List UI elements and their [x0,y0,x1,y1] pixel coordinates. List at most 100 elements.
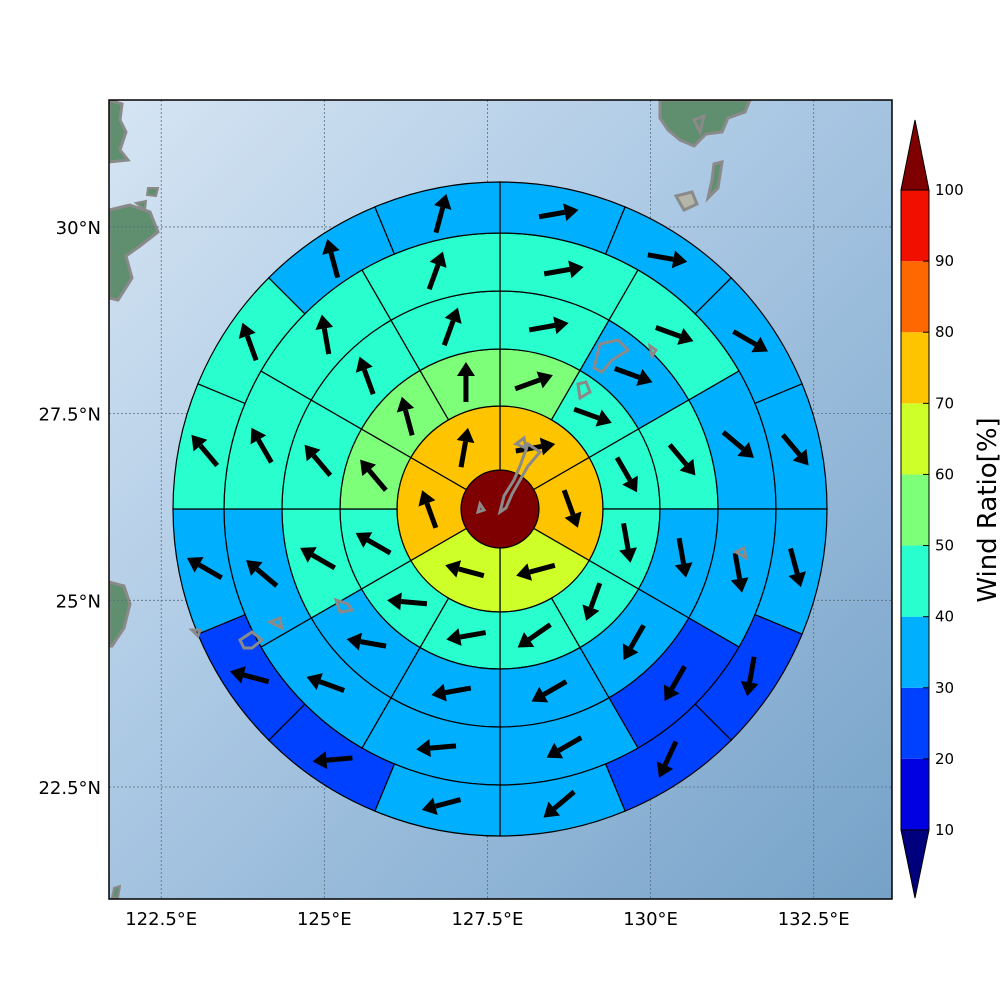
colorbar-tick-label: 50 [935,537,954,555]
colorbar-segment [901,687,929,759]
colorbar-title: Wind Ratio[%] [973,417,1000,602]
wind-arrow [191,434,220,468]
wind-arrow [614,456,638,493]
colorbar-tick-label: 80 [935,323,954,341]
tokunoshima-coastline [576,380,592,401]
wind-arrow [300,547,337,571]
wind-arrow [306,673,345,693]
iriomote-coastline [266,615,285,631]
china-coast-islands [109,203,160,302]
lon-tick-label: 132.5°E [778,909,850,930]
wind-arrow [619,522,637,563]
okinawa-islet-b [475,500,487,515]
wind-arrow [538,203,579,222]
yaeyama-coastline [238,630,265,650]
wind-arrow [446,628,487,646]
wind-arrow [732,329,769,353]
colorbar-tick-label: 30 [935,679,954,697]
wind-arrow [322,238,341,279]
lon-tick-label: 122.5°E [125,909,197,930]
okinawa-coastline [497,441,543,516]
wind-arrow [433,193,452,234]
wind-arrow [246,560,279,588]
wind-arrow [622,624,646,660]
wind-arrow [740,656,759,697]
wind-arrow [421,797,462,815]
colorbar-tick-label: 10 [935,821,954,839]
colorbar-segment [901,758,929,830]
wind-arrow [387,592,428,611]
colorbar-segment [901,616,929,688]
colorbar-segment [901,545,929,617]
wind-arrow [663,665,687,701]
colorbar-tick-label: 40 [935,608,954,626]
wind-arrow [656,740,679,778]
coastline-overlay [188,338,749,650]
yonaguni-coastline [188,628,203,639]
tanegashima-island [691,113,707,137]
china-coast-north [109,100,131,164]
colorbar-segment [901,261,929,333]
wind-arrow [431,683,472,702]
wind-arrow [667,443,696,476]
land-layer [109,100,752,899]
wind-arrow [396,396,415,436]
small-island-a [145,187,160,198]
colorbar-over-extension [900,119,930,191]
amami-coastline [592,338,631,374]
wind-arrow [312,751,353,770]
colorbar-tick-label: 60 [935,465,954,483]
wind-arrow [543,789,576,818]
colorbar-tick-label: 70 [935,394,954,412]
small-island-b [133,199,148,212]
kikai-coastline [647,342,659,360]
wind-arrow [315,314,334,355]
miyako-coastline [333,597,355,614]
yakushima-island [673,190,699,212]
colorbar-segment [901,403,929,475]
wind-arrow [229,666,270,685]
wind-arrow [456,361,475,402]
wind-ratio-polar-grid [172,181,828,837]
wind-arrow [514,371,553,392]
taiwan-landmass [109,580,132,648]
wind-arrow [355,532,392,556]
wind-arrow [304,444,333,478]
wind-arrow [238,322,259,362]
wind-arrow [647,250,688,269]
wind-arrow [561,489,582,528]
wind-arrow [360,459,388,492]
amami-island [705,159,724,203]
colorbar-tick-label: 100 [935,181,964,199]
colorbar-tick-label: 90 [935,252,954,270]
map-frame [108,99,893,900]
wind-arrow [788,547,806,588]
wind-arrow [674,537,693,578]
wind-arrow [515,437,556,456]
lat-tick-label: 22.5°N [38,778,101,799]
wind-arrow [582,582,603,621]
wind-arrow [543,260,584,279]
wind-arrow [418,490,439,529]
wind-arrow [416,739,457,758]
colorbar: 10 20 30 40 50 60 70 80 90 100 [900,119,964,899]
okinawa-islet-a [512,435,529,451]
wind-arrow [531,679,568,703]
wind-arrow [445,560,485,579]
colorbar-under-extension [900,829,930,899]
wind-arrow [546,735,583,759]
colorbar-segment [901,190,929,262]
lat-tick-label: 30°N [56,218,101,239]
wind-arrow [655,325,694,345]
wind-arrow [516,562,556,581]
lon-tick-label: 127.5°E [451,909,523,930]
lon-tick-label: 125°E [297,909,352,930]
wind-arrow [730,552,749,593]
wind-arrow [780,433,809,466]
wind-arrow [528,316,569,335]
wind-arrow [250,427,274,464]
kyushu-landmass [658,100,752,148]
taiwan-south-islet [110,884,122,899]
map-panel[interactable] [108,99,893,900]
